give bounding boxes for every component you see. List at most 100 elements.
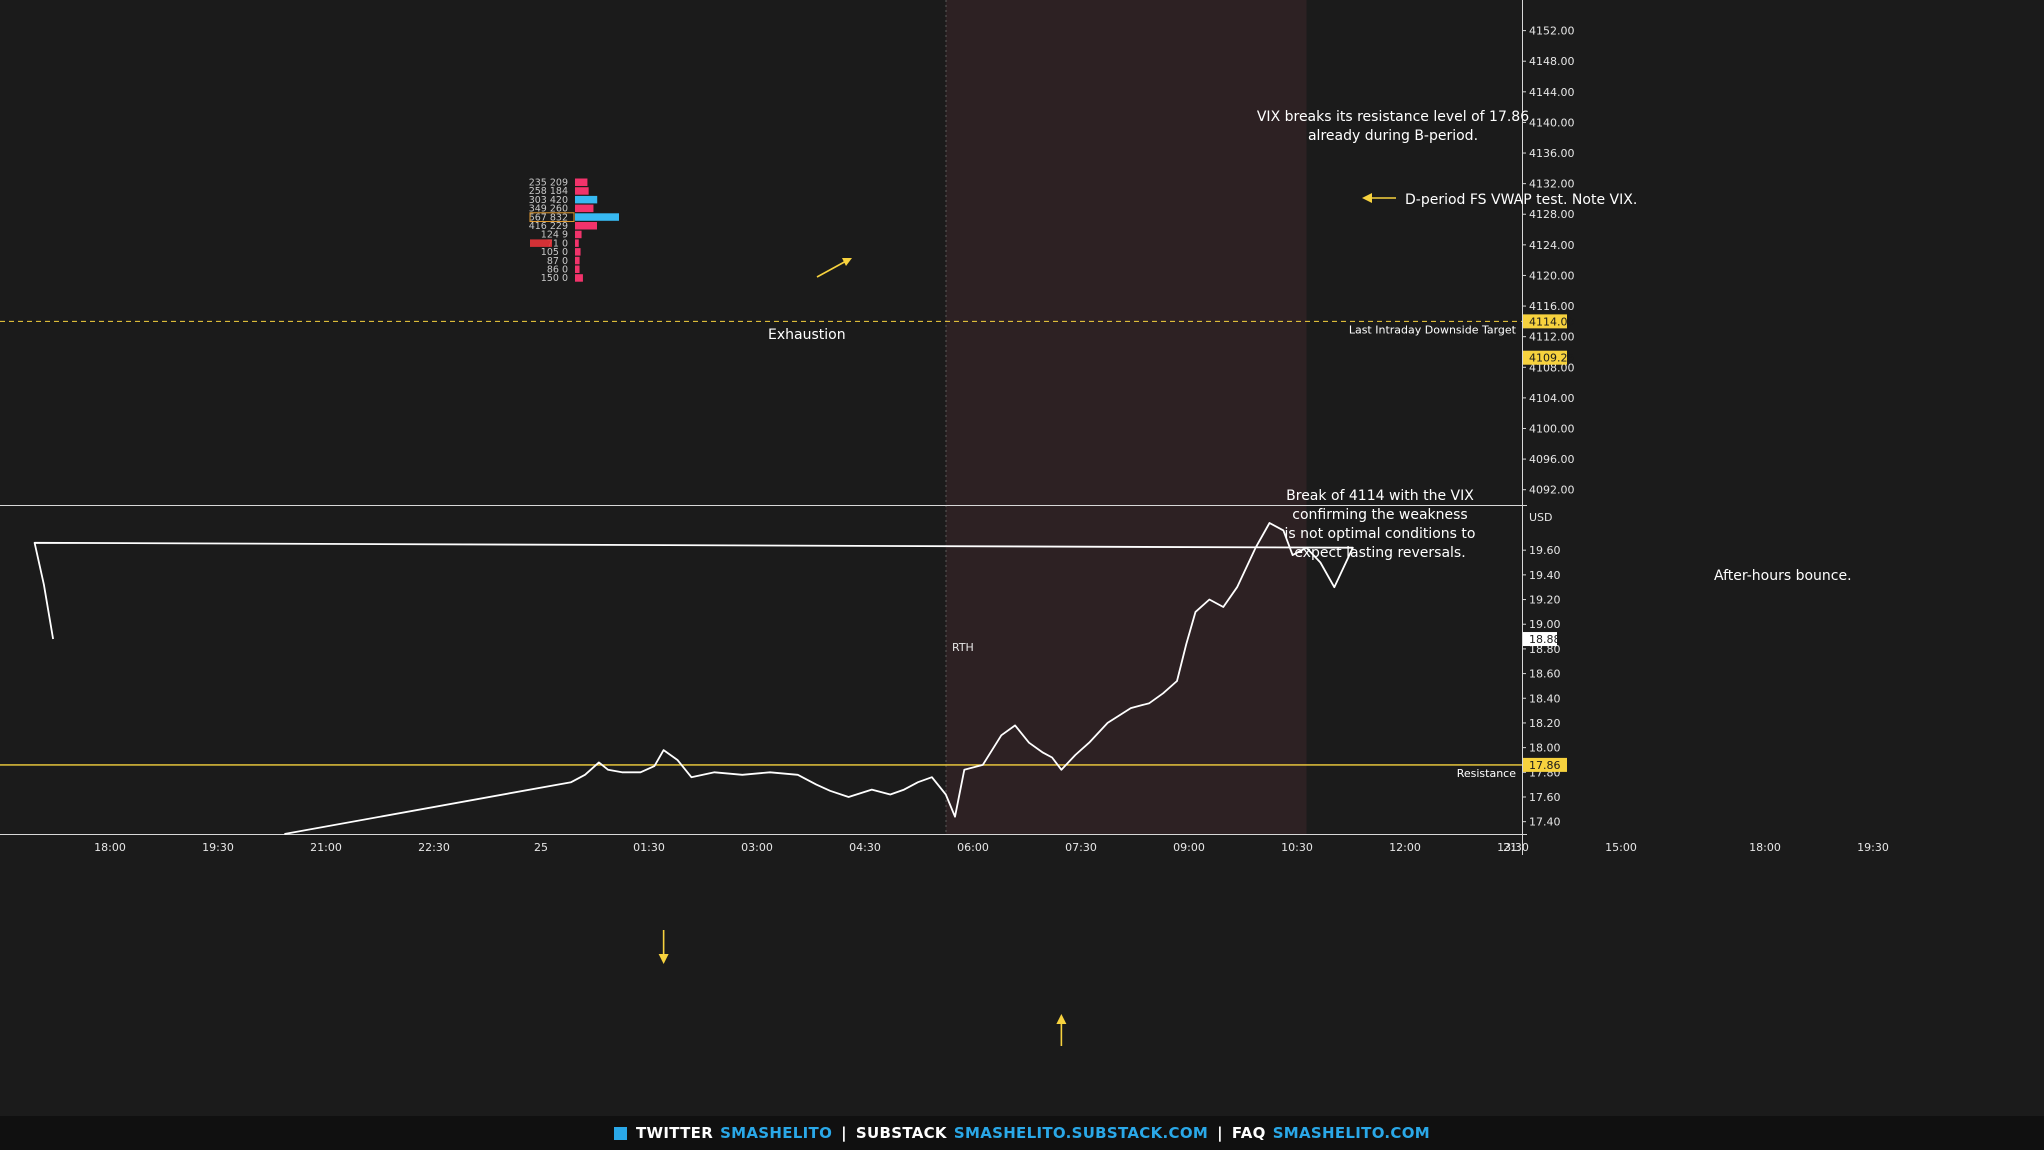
profile-bar bbox=[575, 274, 583, 282]
time-tick-label: 06:00 bbox=[957, 841, 989, 854]
vix-break-note: VIX breaks its resistance level of 17.86 bbox=[1257, 109, 1529, 125]
price-tick-label: 4112.00 bbox=[1529, 331, 1575, 344]
profile-row-label: 71 0 bbox=[547, 238, 568, 249]
price-pane[interactable]: Last Intraday Downside Target bbox=[0, 0, 1522, 336]
price-tick-label: 4100.00 bbox=[1529, 422, 1575, 435]
profile-bar bbox=[575, 248, 581, 256]
twitter-link[interactable]: SMASHELITO bbox=[720, 1124, 833, 1142]
grid bbox=[0, 0, 1527, 855]
price-tick-label: 4152.00 bbox=[1529, 25, 1575, 38]
price-tick-label: 4092.00 bbox=[1529, 484, 1575, 497]
vix-line[interactable] bbox=[33, 522, 1354, 835]
substack-link[interactable]: SMASHELITO.SUBSTACK.COM bbox=[953, 1124, 1209, 1142]
vix-tick-label: 19.20 bbox=[1529, 594, 1561, 607]
vix-tick-label: 18.40 bbox=[1529, 692, 1561, 705]
vix-tick-label: 19.60 bbox=[1529, 544, 1561, 557]
time-tick-label: 10:30 bbox=[1281, 841, 1313, 854]
profile-bar bbox=[575, 204, 594, 213]
last-price-label: 4109.25 bbox=[1529, 352, 1575, 365]
time-tick-label: 09:00 bbox=[1173, 841, 1205, 854]
vix-tick-label: 18.60 bbox=[1529, 668, 1561, 681]
profile-row-label: 124 9 bbox=[541, 230, 568, 241]
profile-row-label: 349 260 bbox=[529, 204, 568, 215]
exhaustion-arrow-head bbox=[842, 258, 852, 266]
annotations: Exhaustion VIX breaks its resistance leve… bbox=[658, 109, 1852, 1046]
price-tick-label: 4136.00 bbox=[1529, 147, 1575, 160]
time-tick-label: 21:00 bbox=[310, 841, 342, 854]
break-4114-note: Break of 4114 with the VIX bbox=[1286, 488, 1474, 504]
price-tick-label: 4104.00 bbox=[1529, 392, 1575, 405]
target-price-badge bbox=[1523, 314, 1567, 329]
substack-label: SUBSTACK bbox=[855, 1124, 947, 1142]
d-period-note: D-period FS VWAP test. Note VIX. bbox=[1405, 192, 1637, 208]
profile-bar bbox=[575, 213, 619, 221]
profile-row-label: 86 0 bbox=[547, 265, 568, 276]
time-tick-label: 12:00 bbox=[1389, 841, 1421, 854]
footer-separator: | bbox=[1217, 1124, 1223, 1142]
vix-pane[interactable]: Resistance bbox=[0, 522, 1522, 835]
exhaustion-note: Exhaustion bbox=[768, 327, 846, 343]
after-hours-note: After-hours bounce. bbox=[1714, 568, 1852, 584]
profile-row-label: 258 184 bbox=[529, 186, 568, 197]
downside-target-label: Last Intraday Downside Target bbox=[1349, 323, 1517, 336]
profile-bar bbox=[575, 178, 588, 186]
faq-label: FAQ bbox=[1231, 1124, 1266, 1142]
vix-break-note: already during B-period. bbox=[1308, 128, 1478, 144]
footer-bar: TWITTER SMASHELITO | SUBSTACK SMASHELITO… bbox=[0, 1116, 2044, 1150]
axes: 4092.004096.004100.004104.004108.004112.… bbox=[94, 25, 1889, 854]
break-4114-note: expect lasting reversals. bbox=[1294, 545, 1465, 561]
break-4114-note: is not optimal conditions to bbox=[1285, 526, 1476, 542]
profile-bar bbox=[575, 265, 580, 273]
vix-tick-label: 19.00 bbox=[1529, 618, 1561, 631]
exhaustion-arrow bbox=[816, 259, 849, 278]
rth-shade bbox=[945, 0, 1307, 834]
vix-tick-label: 19.40 bbox=[1529, 569, 1561, 582]
resistance-price-label: 17.86 bbox=[1529, 759, 1561, 772]
price-tick-label: 4116.00 bbox=[1529, 300, 1575, 313]
time-tick-label: 19:30 bbox=[1857, 841, 1889, 854]
faq-link[interactable]: SMASHELITO.COM bbox=[1272, 1124, 1431, 1142]
vix-tick-label: 18.20 bbox=[1529, 717, 1561, 730]
vix-tick-label: 18.00 bbox=[1529, 742, 1561, 755]
profile-bar bbox=[575, 239, 579, 247]
poc-highlight bbox=[529, 212, 575, 223]
currency-label: USD bbox=[1529, 511, 1553, 524]
vix-up-arrow-head bbox=[1056, 1014, 1067, 1024]
price-tick-label: 4132.00 bbox=[1529, 178, 1575, 191]
price-tick-label: 4148.00 bbox=[1529, 55, 1575, 68]
break-4114-note: confirming the weakness bbox=[1292, 507, 1467, 523]
time-tick-label: 15:00 bbox=[1605, 841, 1637, 854]
time-tick-label: 18:00 bbox=[1749, 841, 1781, 854]
rth-shade-area bbox=[945, 0, 1307, 834]
profile-bar bbox=[575, 256, 580, 265]
vix-tick-label: 17.40 bbox=[1529, 816, 1561, 829]
price-tick-label: 4124.00 bbox=[1529, 239, 1575, 252]
profile-row-label: 567 832 bbox=[529, 212, 568, 223]
vix-tick-label: 18.80 bbox=[1529, 643, 1561, 656]
profile-row-label: 303 420 bbox=[529, 195, 568, 206]
price-tick-label: 4128.00 bbox=[1529, 208, 1575, 221]
session-label: RTH bbox=[952, 641, 974, 654]
resistance-badge bbox=[1523, 757, 1567, 772]
twitter-icon bbox=[613, 1126, 627, 1140]
last-vix-badge bbox=[1523, 632, 1557, 647]
time-tick-label: 18:00 bbox=[94, 841, 126, 854]
price-tick-label: 4120.00 bbox=[1529, 269, 1575, 282]
profile-row-label: 105 0 bbox=[541, 247, 568, 258]
profile-bar bbox=[575, 230, 582, 239]
time-tick-label: 22:30 bbox=[418, 841, 450, 854]
vix-down-arrow-head bbox=[658, 954, 669, 964]
time-tick-label: 21: bbox=[1503, 841, 1521, 854]
profile-row-label: 416 229 bbox=[529, 221, 568, 232]
last-vix-label: 18.88 bbox=[1529, 633, 1561, 646]
profile-row-label: 150 0 bbox=[541, 273, 568, 284]
time-tick-label: 04:30 bbox=[849, 841, 881, 854]
price-tick-label: 4096.00 bbox=[1529, 453, 1575, 466]
price-tick-label: 4144.00 bbox=[1529, 86, 1575, 99]
last-price-badge bbox=[1523, 350, 1567, 365]
profile-bar bbox=[575, 187, 589, 195]
profile-bar bbox=[575, 222, 597, 230]
profile-row-label: 87 0 bbox=[547, 256, 568, 267]
time-tick-label: 13:30 bbox=[1497, 841, 1529, 854]
time-tick-label: 01:30 bbox=[633, 841, 665, 854]
